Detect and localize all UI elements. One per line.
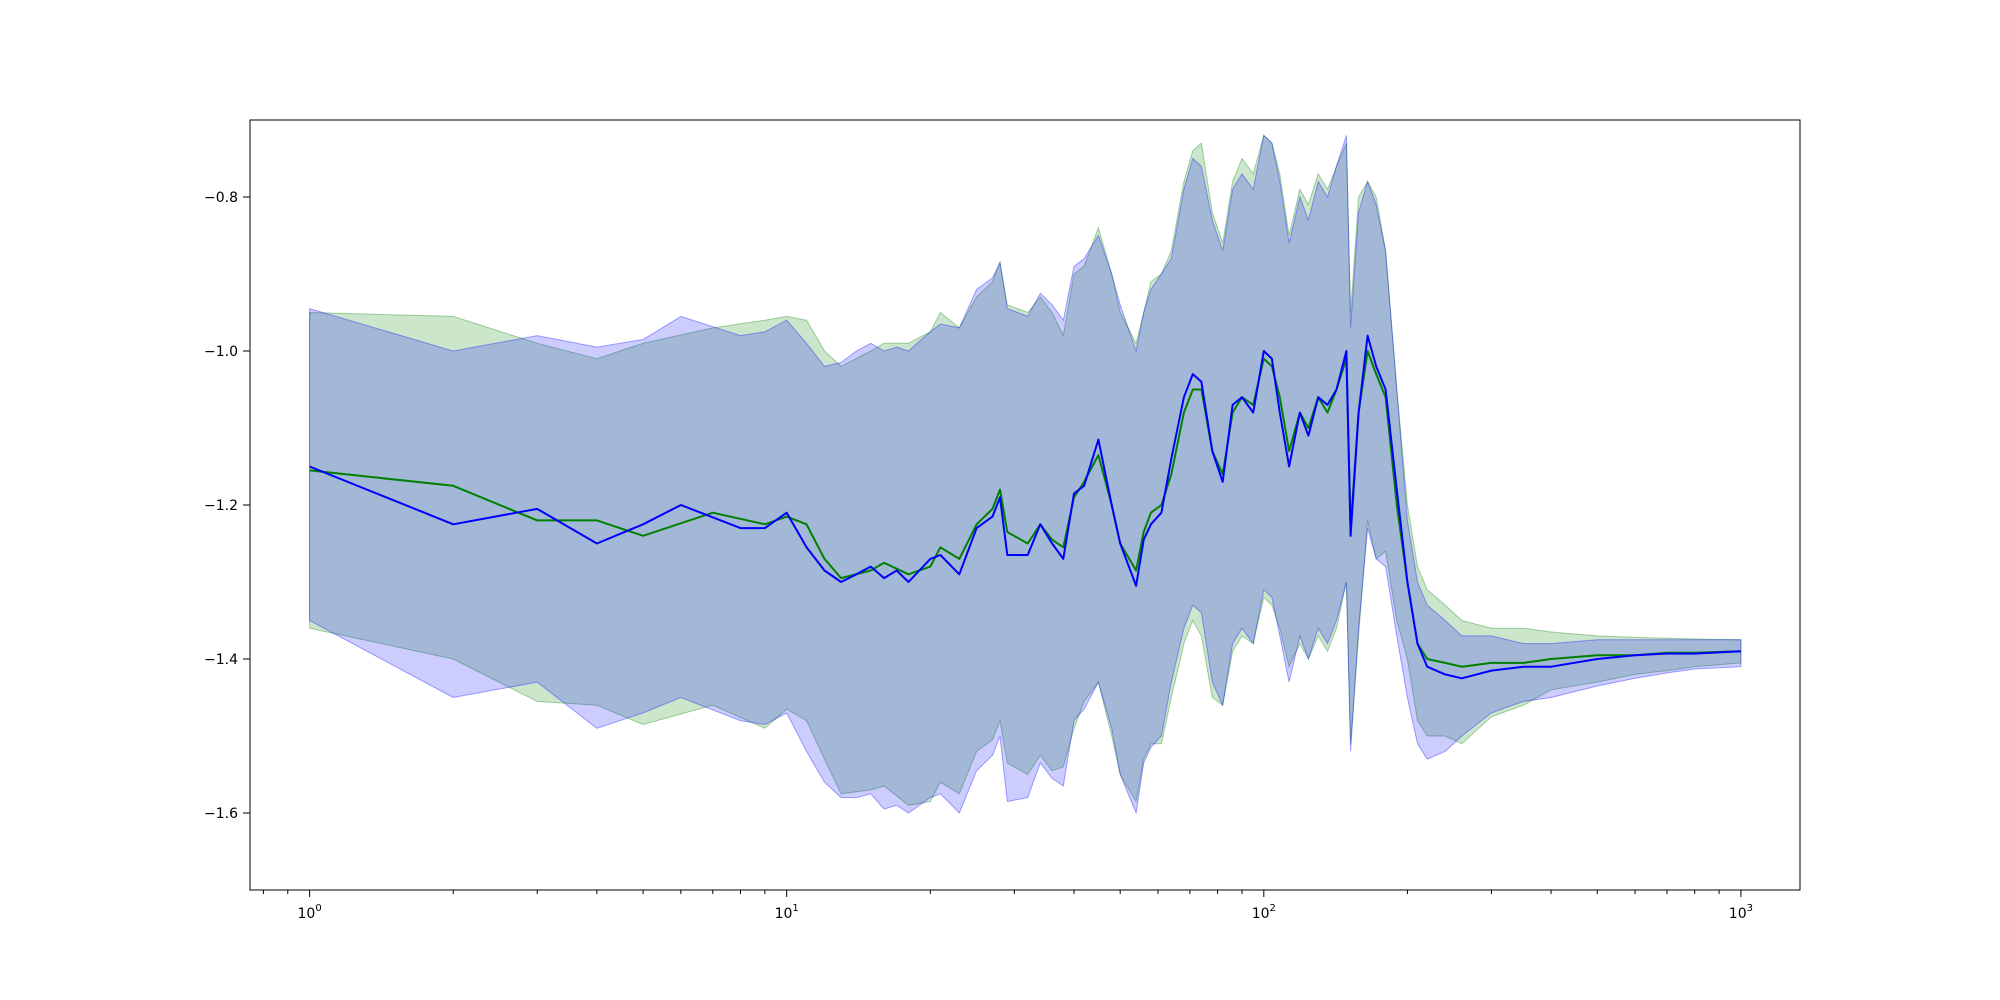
band-series-1 [309,134,1742,806]
y-axis: −0.8 −1.0 −1.2 −1.4 −1.6 [204,190,250,822]
y-tick-label: −1.4 [204,652,238,668]
band-series-2 [309,134,1742,815]
series-lines [309,334,1741,680]
y-tick-label: −1.6 [204,806,238,822]
y-tick-label: −1.2 [204,498,238,514]
y-tick-label: −1.0 [204,344,238,360]
confidence-bands [309,134,1742,815]
x-tick-label: 103 [1729,903,1753,922]
y-tick-label: −0.8 [204,190,238,206]
x-tick-label: 102 [1252,903,1276,922]
x-axis: 100 101 102 103 [262,890,1753,922]
x-tick-label: 100 [298,903,322,922]
x-tick-label: 101 [775,903,799,922]
line-series-2 [309,334,1741,680]
